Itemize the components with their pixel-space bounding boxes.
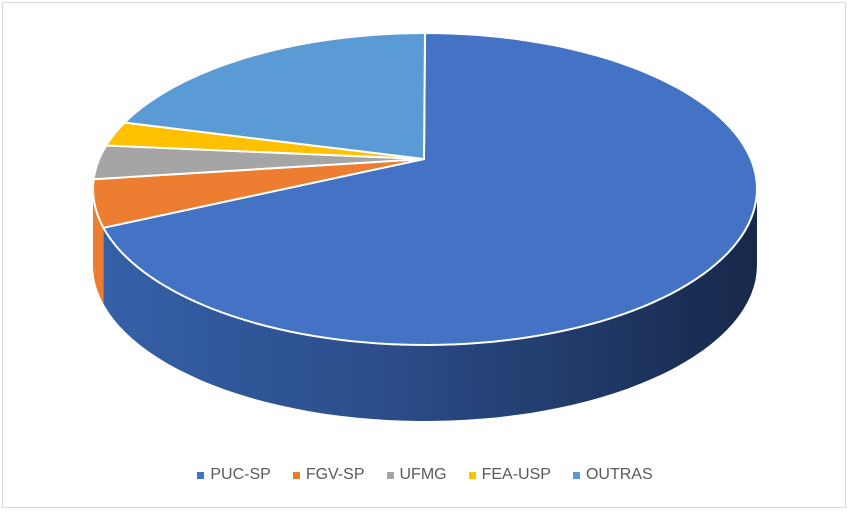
legend-label: FEA-USP (481, 466, 551, 483)
legend-label: OUTRAS (585, 466, 653, 483)
legend-label: PUC-SP (210, 466, 271, 483)
legend-swatch-icon (197, 471, 205, 479)
legend-swatch-icon (468, 471, 476, 479)
legend-swatch-icon (292, 471, 300, 479)
legend-swatch-icon (386, 471, 394, 479)
pie-3d (92, 32, 758, 421)
slice-fgv-sp[interactable] (92, 158, 425, 229)
legend-item-outras: OUTRAS (572, 466, 653, 484)
legend-item-fea-usp: FEA-USP (468, 466, 551, 484)
slice-side-puc-sp (103, 189, 757, 421)
slice-ufmg[interactable] (92, 144, 425, 181)
legend-item-puc-sp: PUC-SP (197, 466, 271, 484)
chart-legend: PUC-SP FGV-SP UFMG FEA-USP OUTRAS (0, 462, 850, 488)
slice-side-fgv-sp (93, 189, 104, 304)
legend-label: UFMG (399, 466, 447, 483)
legend-swatch-icon (572, 471, 580, 479)
legend-item-fgv-sp: FGV-SP (292, 466, 365, 484)
legend-item-ufmg: UFMG (386, 466, 447, 484)
legend-label: FGV-SP (305, 466, 365, 483)
slice-puc-sp[interactable] (102, 32, 758, 346)
slice-outras[interactable] (123, 32, 426, 160)
